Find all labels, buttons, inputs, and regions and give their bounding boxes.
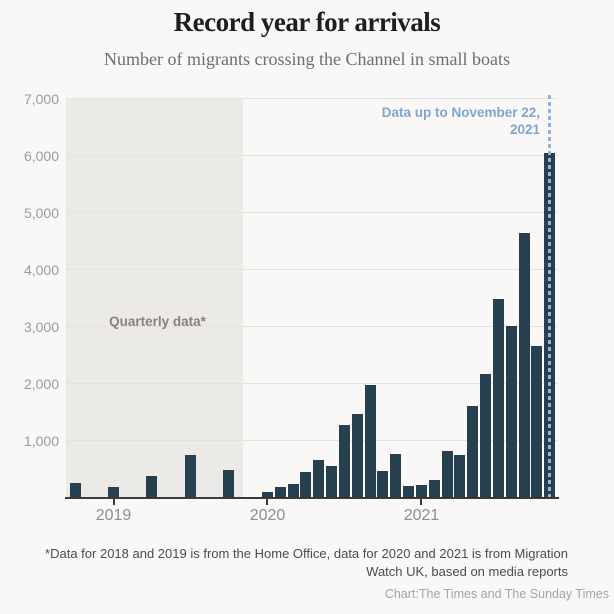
bar (287, 484, 299, 498)
bar (223, 469, 235, 498)
x-axis-tick (266, 498, 269, 505)
data-cutoff-line (548, 95, 552, 498)
bar (441, 450, 453, 498)
chart-credit: Chart:The Times and The Sunday Times (384, 587, 609, 601)
y-axis-label: 2,000 (23, 375, 59, 392)
bar (403, 486, 415, 498)
chart-subtitle: Number of migrants crossing the Channel … (104, 49, 510, 69)
bar (531, 345, 543, 498)
bar (505, 325, 517, 498)
bar (108, 486, 119, 498)
gridline (66, 155, 558, 156)
gridline (66, 212, 558, 213)
bar (467, 405, 479, 498)
bar (184, 455, 196, 498)
y-axis-label: 4,000 (23, 261, 59, 278)
bar (338, 424, 350, 498)
bar (69, 482, 81, 498)
bar (428, 479, 440, 498)
x-axis-tick (112, 498, 115, 505)
bar (364, 384, 376, 498)
footnote: *Data for 2018 and 2019 is from the Home… (45, 546, 568, 579)
y-axis-label: 5,000 (23, 204, 59, 221)
bar (492, 298, 504, 498)
bar (415, 484, 427, 498)
x-axis-label: 2019 (95, 507, 132, 524)
y-axis-label: 3,000 (23, 318, 59, 335)
y-axis-label: 6,000 (23, 147, 59, 164)
gridline (66, 269, 558, 270)
bar (300, 471, 312, 498)
bar (390, 453, 402, 498)
x-axis-label: 2020 (249, 507, 286, 524)
bar (313, 459, 325, 498)
bar (274, 486, 286, 498)
bar (261, 492, 273, 498)
gridline (66, 326, 558, 327)
bar (454, 454, 466, 498)
x-axis-tick (420, 498, 423, 505)
x-axis-label: 2021 (403, 507, 440, 524)
x-axis-line (65, 496, 559, 499)
bar (377, 471, 389, 498)
gridline (66, 383, 558, 384)
bar (326, 465, 338, 498)
quarterly-region-label: Quarterly data* (109, 314, 206, 329)
y-axis-label: 1,000 (23, 432, 59, 449)
gridline (66, 98, 558, 99)
bar (146, 475, 158, 498)
gridline (66, 440, 558, 441)
quarterly-shaded-region (66, 99, 243, 497)
bar (518, 233, 530, 498)
chart-title: Record year for arrivals (173, 7, 441, 37)
y-axis-label: 7,000 (23, 90, 59, 107)
data-cutoff-annotation: Data up to November 22, 2021 (381, 105, 540, 137)
bar (351, 414, 363, 498)
bar (480, 373, 492, 498)
